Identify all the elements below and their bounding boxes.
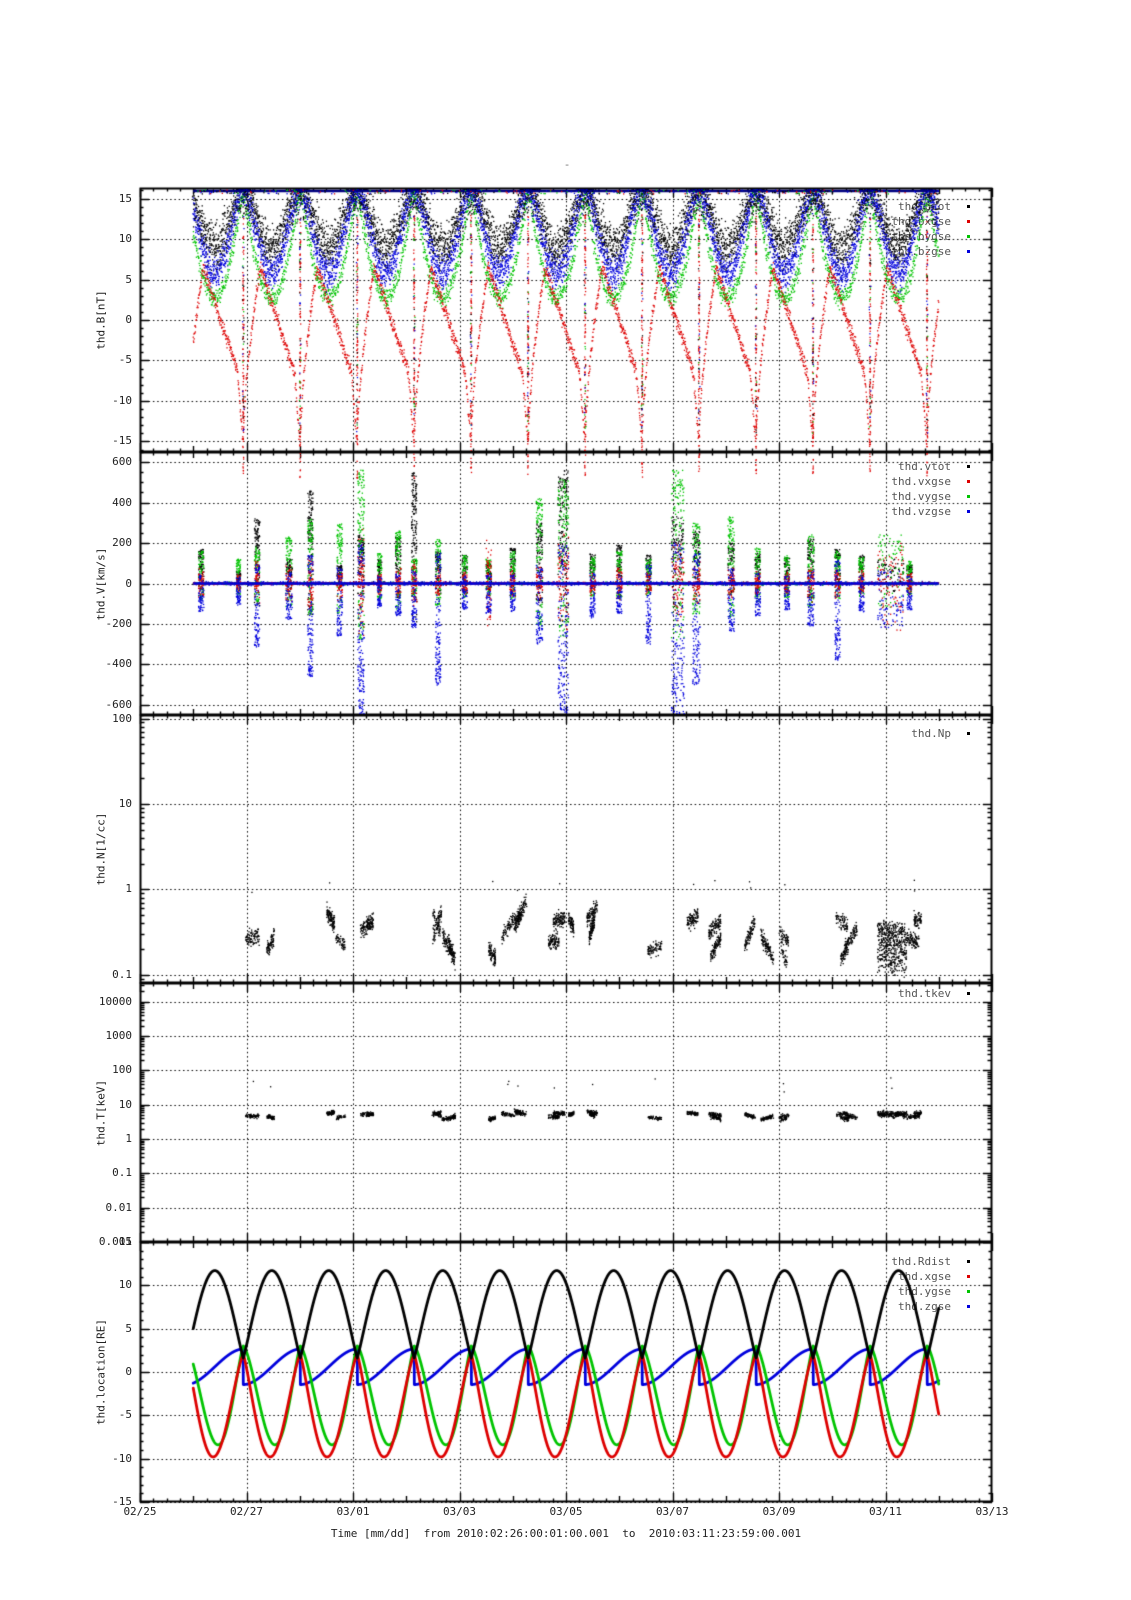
chart-canvas [0,0,1131,1600]
figure-plot-page: - 151050-5-10-15thd.B[nT]thd.btotthd.bxg… [0,0,1131,1600]
